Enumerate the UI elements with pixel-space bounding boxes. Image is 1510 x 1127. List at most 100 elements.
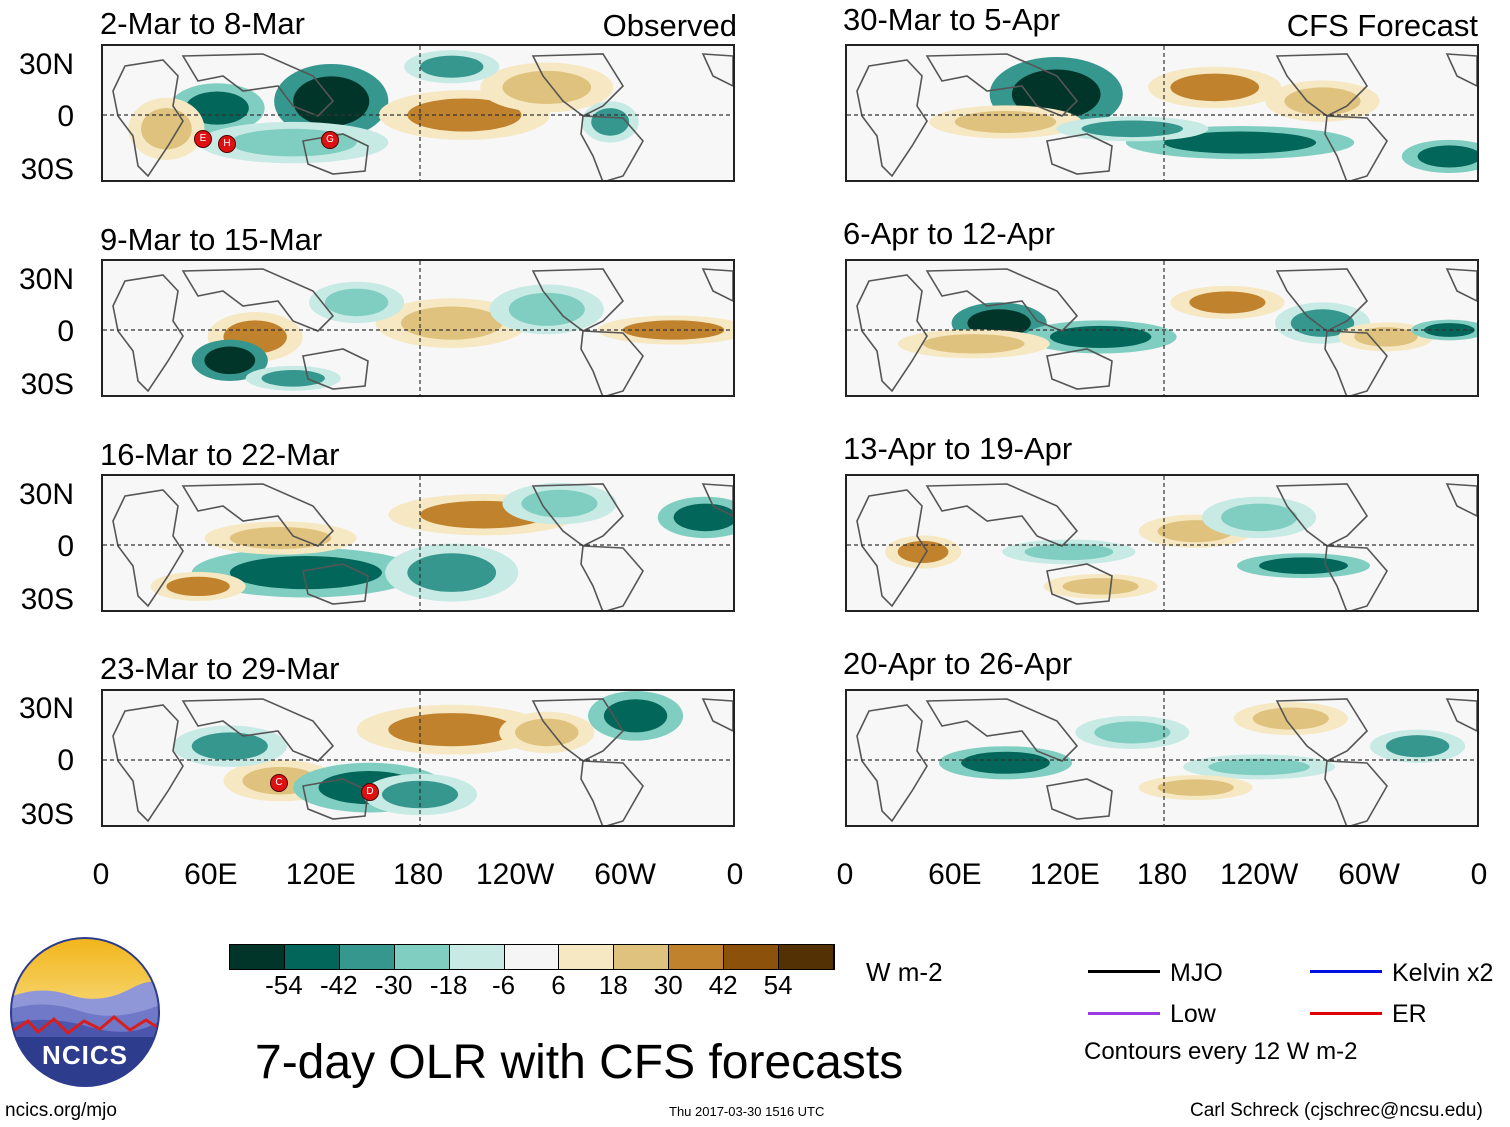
- lon-label: 0: [836, 858, 854, 891]
- lon-label: 120E: [1029, 858, 1100, 891]
- lat-label-30n: 30N: [18, 48, 74, 81]
- coastline: [1275, 53, 1369, 117]
- olr-anomaly-core: [261, 370, 325, 387]
- coastline: [925, 268, 1079, 332]
- lat-label-eq: 0: [57, 530, 74, 563]
- colorbar-tick-label: -42: [320, 970, 358, 1000]
- footer-credit: Carl Schreck (cjschrec@ncsu.edu): [1190, 1100, 1483, 1121]
- colorbar-cell: [394, 945, 450, 969]
- colorbar-tick-label: 30: [653, 970, 683, 1000]
- olr-anomaly-core: [603, 699, 668, 733]
- footer-timestamp: Thu 2017-03-30 1516 UTC: [669, 1104, 825, 1119]
- olr-anomaly-core: [521, 489, 598, 518]
- olr-anomaly-core: [1094, 721, 1171, 744]
- olr-anomaly-core: [1189, 291, 1266, 314]
- olr-anomaly-core: [1208, 758, 1310, 776]
- lat-label-eq: 0: [57, 100, 74, 133]
- coastline: [856, 274, 928, 393]
- olr-anomaly-map: [847, 261, 1477, 395]
- lon-label: 120E: [285, 858, 356, 891]
- colorbar-cell: [504, 945, 560, 969]
- olr-anomaly-core: [1284, 87, 1361, 115]
- olr-anomaly-map: [103, 46, 733, 180]
- coastline: [701, 268, 733, 302]
- main-title: 7-day OLR with CFS forecasts: [255, 1036, 904, 1089]
- coastline: [181, 53, 335, 117]
- legend-low-label: Low: [1170, 1000, 1216, 1028]
- olr-anomaly-core: [420, 55, 484, 78]
- coastline: [580, 115, 644, 180]
- map-panel-3: [101, 474, 735, 612]
- olr-anomaly-core: [166, 576, 230, 597]
- coastline: [531, 53, 625, 117]
- lon-label: 0: [726, 858, 744, 891]
- legend-kelvin-label: Kelvin x2: [1392, 959, 1494, 987]
- map-panel-7: [845, 474, 1479, 612]
- colorbar-cell: [284, 945, 340, 969]
- storm-marker-g: G: [321, 131, 339, 149]
- lat-label-eq: 0: [57, 315, 74, 348]
- coastline: [701, 698, 733, 732]
- lon-label: 120W: [1220, 858, 1299, 891]
- coastline: [531, 698, 625, 762]
- colorbar: [229, 944, 835, 970]
- coastline: [701, 483, 733, 517]
- observed-label: Observed: [602, 8, 737, 43]
- map-panel-8: [845, 689, 1479, 827]
- coastline: [925, 698, 1079, 762]
- colorbar-cells: [230, 945, 834, 969]
- olr-anomaly-core: [1221, 503, 1298, 532]
- coastline: [1324, 115, 1388, 180]
- lat-label-30s: 30S: [20, 153, 74, 186]
- lon-label: 180: [1136, 858, 1188, 891]
- olr-anomaly-core: [1049, 325, 1152, 348]
- colorbar-cell: [669, 945, 725, 969]
- olr-anomaly-core: [204, 346, 256, 375]
- colorbar-tick-label: 54: [763, 970, 793, 1000]
- colorbar-cell: [449, 945, 505, 969]
- olr-anomaly-core: [1062, 578, 1139, 595]
- olr-anomaly-map: [847, 691, 1477, 825]
- coastline: [1445, 53, 1477, 87]
- lon-label: 60E: [184, 858, 238, 891]
- coastline: [302, 563, 369, 605]
- storm-marker-h: H: [218, 135, 236, 153]
- lon-label: 60W: [1338, 858, 1400, 891]
- olr-anomaly-core: [1252, 707, 1329, 730]
- olr-anomaly-core: [502, 70, 592, 104]
- map-panel-4: [101, 689, 735, 827]
- colorbar-cell: [779, 945, 834, 969]
- coastline: [856, 59, 928, 178]
- olr-anomaly-core: [1024, 543, 1114, 561]
- logo-text: NCICS: [42, 1040, 128, 1070]
- panel-title-4: 23-Mar to 29-Mar: [100, 651, 340, 686]
- legend-kelvin-line: [1310, 970, 1382, 973]
- lon-label: 60E: [928, 858, 982, 891]
- coastline: [181, 483, 335, 547]
- coastline: [1275, 268, 1369, 332]
- olr-anomaly-core: [388, 713, 516, 747]
- cfs-forecast-label: CFS Forecast: [1286, 8, 1478, 43]
- olr-anomaly-map: [103, 261, 733, 395]
- map-panel-1: [101, 44, 735, 182]
- coastline: [1324, 330, 1388, 395]
- colorbar-tick-label: -30: [374, 970, 413, 1000]
- coastline: [925, 483, 1079, 547]
- olr-anomaly-core: [897, 540, 949, 563]
- coastline: [302, 133, 369, 175]
- storm-marker-d: D: [361, 783, 379, 801]
- coastline: [1445, 698, 1477, 732]
- coastline: [302, 778, 369, 820]
- colorbar-cell: [614, 945, 670, 969]
- ncics-logo: NCICS: [10, 937, 160, 1087]
- coastline: [856, 489, 928, 608]
- olr-anomaly-core: [191, 732, 268, 760]
- panel-title-3: 16-Mar to 22-Mar: [100, 437, 340, 472]
- coastline: [181, 268, 335, 332]
- olr-anomaly-core: [1385, 735, 1450, 758]
- coastline: [580, 545, 644, 610]
- lat-label-eq: 0: [57, 744, 74, 777]
- olr-anomaly-core: [515, 718, 579, 747]
- legend-contour-note: Contours every 12 W m-2: [1084, 1038, 1358, 1065]
- olr-anomaly-core: [1157, 779, 1234, 796]
